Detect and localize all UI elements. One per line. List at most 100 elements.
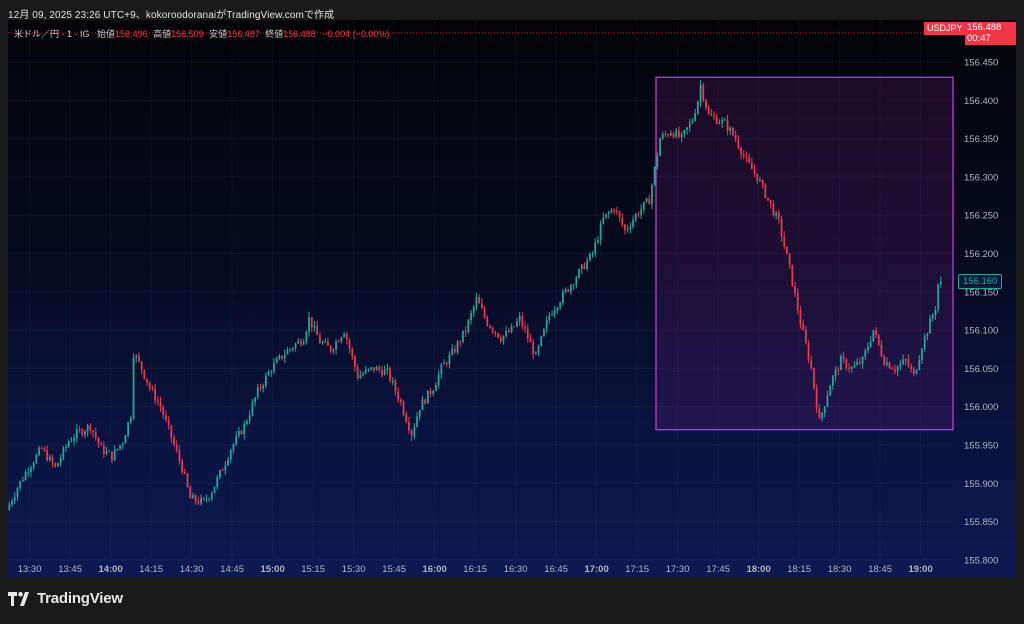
candle-body [89, 425, 92, 431]
candle-body [691, 120, 694, 123]
brand-name[interactable]: TradingView [37, 590, 123, 607]
candle-body [343, 333, 346, 338]
candle-body [383, 369, 386, 376]
candle-body [291, 348, 294, 350]
candle-body [680, 134, 683, 137]
candle-body [688, 122, 691, 128]
time-tick-label: 14:15 [139, 564, 163, 575]
candle-body [678, 130, 680, 137]
candle-body [543, 328, 545, 337]
candle-body [119, 445, 121, 449]
candle-body [934, 309, 937, 315]
candle-body [740, 147, 742, 155]
candle-body [642, 202, 645, 210]
candle-body [615, 210, 618, 212]
symbol-label[interactable]: 米ドル／円 · 1 · IG [14, 29, 90, 39]
candle-body [381, 369, 383, 376]
time-tick-label: 16:45 [544, 564, 568, 575]
candle-body [640, 209, 643, 216]
candle-body [715, 116, 718, 124]
candle-body [162, 407, 165, 416]
price-tag-price: 156.488 [967, 22, 1002, 33]
candle-body [831, 376, 834, 386]
candle-body [62, 447, 65, 459]
candle-body [621, 217, 624, 225]
candle-body [877, 334, 880, 345]
candle-body [340, 337, 343, 342]
candle-body [545, 320, 548, 329]
candle-body [540, 336, 543, 346]
candle-body [75, 429, 78, 439]
candlestick-chart[interactable]: 155.800 155.850 155.900 155.950 156.000 156.0… [8, 20, 1016, 577]
candle-body [102, 445, 105, 454]
time-axis[interactable]: 13:30 13:45 14:00 14:15 14:30 14:45 15:00 15:15… [18, 564, 933, 575]
candle-body [572, 284, 575, 286]
time-tick-label: 14:00 [98, 564, 122, 575]
candle-body [813, 367, 815, 388]
candle-body [764, 184, 767, 199]
candle-body [651, 184, 653, 205]
chart-area[interactable]: 155.800 155.850 155.900 155.950 156.000 156.0… [8, 20, 1016, 577]
candle-body [780, 219, 783, 237]
candle-body [154, 388, 157, 401]
candle-body [321, 342, 324, 344]
candle-body [281, 355, 283, 359]
time-tick-label: 17:30 [666, 564, 690, 575]
candle-body [885, 362, 888, 366]
candle-body [372, 367, 375, 371]
candle-body [445, 363, 448, 365]
highlight-box[interactable] [655, 76, 954, 431]
candle-body [448, 354, 451, 365]
price-tick-label: 156.400 [964, 96, 998, 107]
price-tag-symbol: USDJPY [927, 23, 963, 33]
candle-body [16, 487, 19, 497]
candle-body [783, 236, 786, 247]
candle-body [556, 307, 559, 311]
time-tick-label: 17:45 [706, 564, 730, 575]
candle-body [332, 349, 335, 352]
price-axis[interactable]: 155.800 155.850 155.900 155.950 156.000 156.0… [964, 58, 998, 567]
candle-body [497, 333, 499, 338]
candle-body [867, 346, 869, 351]
time-tick-label: 18:15 [787, 564, 811, 575]
candle-body [316, 325, 319, 336]
candle-body [467, 320, 470, 332]
candle-body [251, 402, 254, 416]
candle-body [891, 368, 894, 370]
candle-body [810, 360, 813, 368]
candle-body [799, 310, 802, 325]
candle-body [227, 459, 229, 466]
candle-body [310, 317, 313, 328]
candle-body [124, 435, 127, 444]
candle-body [912, 369, 915, 374]
candle-body [348, 340, 351, 349]
candle-body [421, 399, 424, 411]
candle-body [516, 321, 518, 327]
candle-body [753, 169, 756, 174]
candle-body [48, 456, 51, 461]
candle-body [804, 330, 807, 344]
candle-body [359, 375, 362, 379]
candle-body [842, 356, 845, 360]
candle-body [526, 329, 529, 339]
candle-body [57, 463, 59, 467]
candle-body [397, 391, 400, 400]
candle-body [283, 354, 286, 359]
candle-body [869, 341, 872, 347]
candle-body [210, 493, 213, 499]
candle-body [607, 212, 610, 214]
candle-body [529, 338, 532, 343]
candle-body [732, 127, 734, 136]
price-tick-label: 156.250 [964, 211, 998, 222]
candle-body [505, 330, 508, 336]
candle-body [51, 456, 54, 464]
candle-body [872, 330, 875, 342]
candle-body [721, 119, 724, 123]
candle-body [111, 451, 113, 461]
candle-body [864, 350, 867, 357]
highlight-rectangle[interactable] [655, 76, 954, 431]
candle-body [286, 349, 289, 355]
candle-body [491, 327, 494, 332]
candle-body [786, 246, 788, 255]
candle-body [13, 496, 16, 501]
